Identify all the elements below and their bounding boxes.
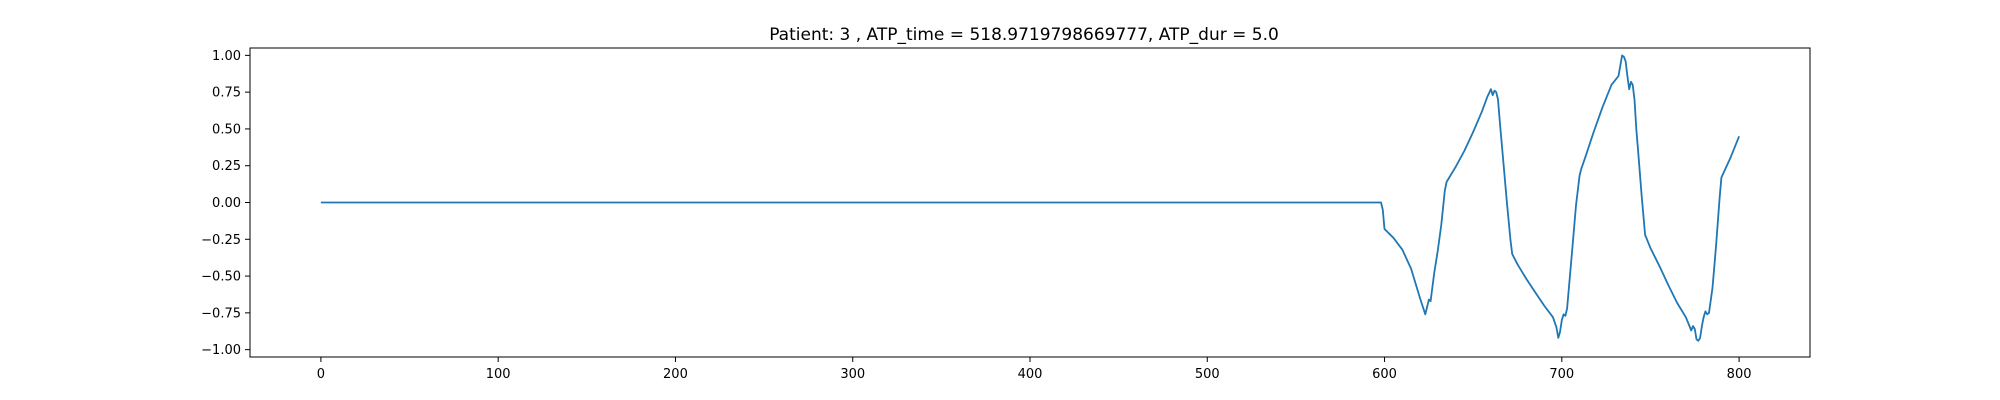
x-tick-label: 400	[1018, 367, 1043, 382]
y-tick-label: −0.75	[201, 306, 241, 321]
y-tick-label: −0.50	[201, 270, 241, 285]
series-line	[320, 54, 1740, 342]
x-tick-label: 0	[317, 367, 325, 382]
x-tick-label: 700	[1549, 367, 1574, 382]
x-tick-label: 100	[486, 367, 511, 382]
x-tick-label: 200	[663, 367, 688, 382]
y-tick-label: 0.00	[212, 196, 241, 211]
chart-title: Patient: 3 , ATP_time = 518.971979866977…	[769, 25, 1279, 45]
y-tick-label: 0.75	[212, 86, 241, 101]
x-tick-label: 300	[840, 367, 865, 382]
chart-axes: 0 100 200 300 400 500 600 700 800 −1.00 −0.75 −0.50…	[201, 49, 1751, 382]
y-tick-label: −0.25	[201, 233, 241, 248]
x-tick-label: 500	[1195, 367, 1220, 382]
y-tick-label: 1.00	[212, 49, 241, 64]
y-tick-label: 0.25	[212, 159, 241, 174]
x-tick-label: 600	[1372, 367, 1397, 382]
plot-frame	[249, 47, 1811, 358]
y-tick-label: 0.50	[212, 122, 241, 137]
y-tick-label: −1.00	[201, 343, 241, 358]
x-tick-label: 800	[1727, 367, 1752, 382]
